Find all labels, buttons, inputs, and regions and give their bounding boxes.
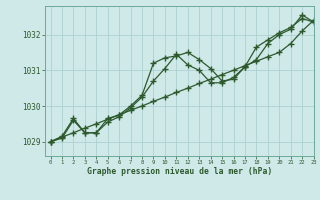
- X-axis label: Graphe pression niveau de la mer (hPa): Graphe pression niveau de la mer (hPa): [87, 167, 272, 176]
